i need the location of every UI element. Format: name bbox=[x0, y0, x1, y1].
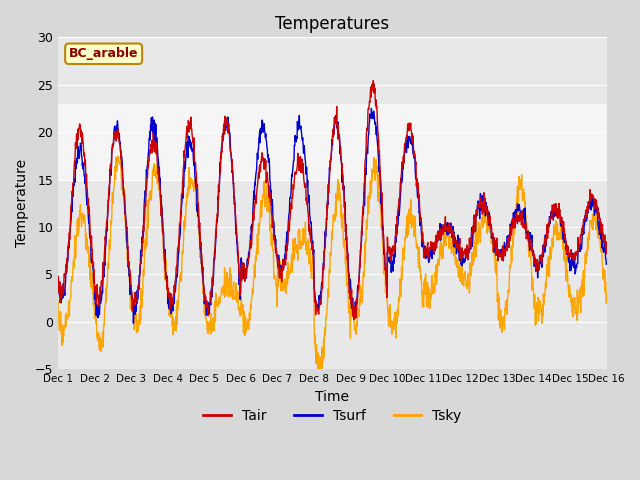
Tsurf bbox=[177, 230, 184, 236]
Tair bbox=[369, 78, 377, 84]
Title: Temperatures: Temperatures bbox=[275, 15, 389, 33]
Tair bbox=[176, 222, 184, 228]
Line: Tsky: Tsky bbox=[58, 156, 607, 376]
Tsky bbox=[177, 275, 184, 280]
Tair bbox=[490, 235, 498, 240]
Tsky bbox=[419, 292, 426, 298]
Tsurf bbox=[367, 106, 375, 111]
Tair bbox=[603, 251, 611, 256]
Tsky bbox=[317, 373, 325, 379]
Tair bbox=[350, 317, 358, 323]
Line: Tair: Tair bbox=[58, 81, 607, 320]
Tsky bbox=[238, 303, 246, 309]
Tsky bbox=[163, 279, 171, 285]
Tsurf bbox=[129, 320, 137, 326]
Y-axis label: Temperature: Temperature bbox=[15, 159, 29, 247]
Tsurf bbox=[603, 261, 611, 267]
Tair bbox=[419, 238, 426, 243]
Tair bbox=[163, 278, 170, 284]
X-axis label: Time: Time bbox=[316, 390, 349, 404]
Tsurf bbox=[419, 244, 426, 250]
Tsky bbox=[490, 235, 498, 241]
Tsky bbox=[538, 312, 546, 318]
Tair bbox=[54, 280, 61, 286]
Text: BC_arable: BC_arable bbox=[69, 48, 138, 60]
Tsurf bbox=[54, 289, 61, 295]
Tsurf bbox=[490, 240, 498, 245]
Tsurf bbox=[538, 258, 546, 264]
Legend: Tair, Tsurf, Tsky: Tair, Tsurf, Tsky bbox=[197, 404, 467, 429]
Bar bbox=[58, 104, 607, 180]
Tsurf bbox=[163, 273, 171, 279]
Tsky bbox=[54, 299, 61, 304]
Line: Tsurf: Tsurf bbox=[58, 108, 607, 323]
Tsurf bbox=[238, 264, 246, 270]
Tair bbox=[237, 264, 245, 270]
Tair bbox=[538, 254, 546, 260]
Tsky bbox=[603, 291, 611, 297]
Tsky bbox=[115, 154, 122, 159]
